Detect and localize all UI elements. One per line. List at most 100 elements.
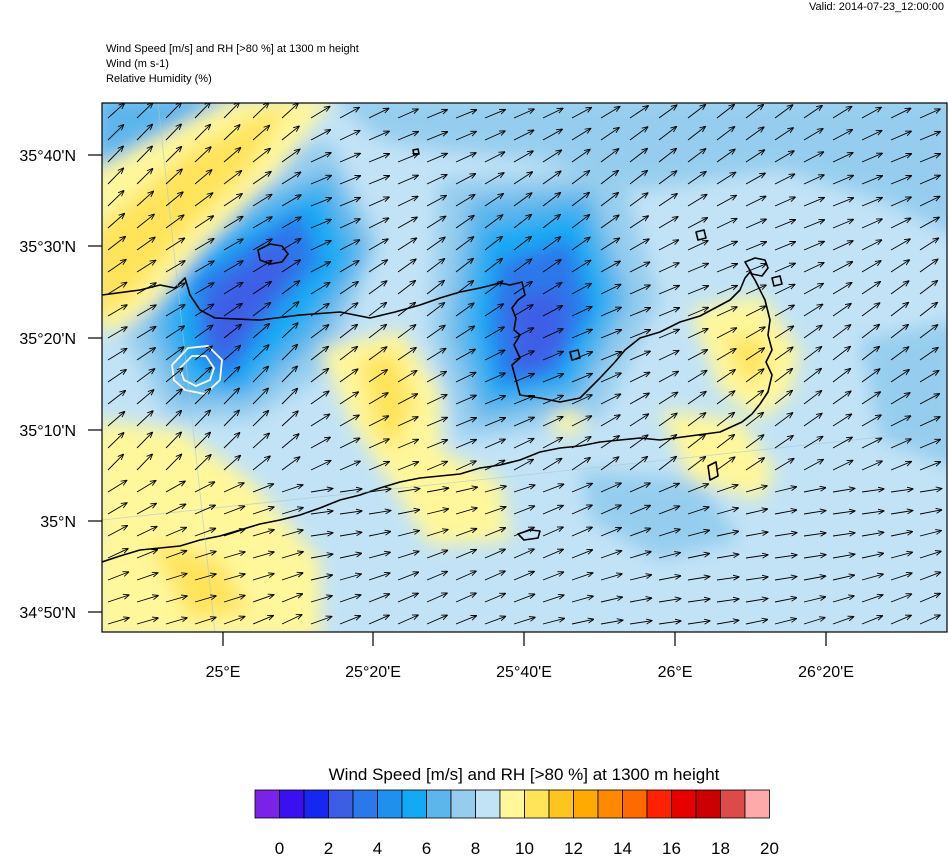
wind-arrow-62: [223, 148, 241, 163]
wind-arrow-536: [513, 506, 535, 515]
wind-arrow-39: [397, 132, 418, 141]
wind-arrow-640: [165, 596, 187, 603]
wind-arrow-184: [397, 238, 417, 251]
wind-arrow-239: [310, 283, 330, 295]
wind-arrow-392: [542, 396, 563, 405]
speed-high-southwest-inner: [150, 540, 250, 620]
colorbar-box-7: [426, 789, 452, 819]
wind-arrow-130: [513, 193, 532, 207]
wind-arrow-85: [890, 154, 911, 163]
wind-arrow-639: [136, 596, 158, 603]
wind-arrow-203: [107, 260, 126, 273]
wind-arrow-587: [310, 554, 333, 559]
wind-arrow-334: [542, 352, 563, 361]
wind-arrow-638: [107, 595, 129, 603]
graticule: [102, 103, 947, 632]
wind-arrow-125: [368, 197, 389, 207]
wind-arrow-1: [136, 103, 153, 119]
wind-arrow-152: [310, 220, 331, 229]
dia-island: [257, 243, 289, 265]
wind-arrow-415: [368, 416, 389, 427]
wind-arrow-264: [194, 304, 214, 317]
wind-arrow-72: [513, 151, 533, 163]
wind-arrow-517: [803, 488, 826, 493]
wind-arrow-279: [629, 308, 650, 317]
wind-arrow-577: [861, 532, 884, 537]
wind-arrow-270: [368, 303, 386, 317]
wind-arrow-532: [397, 510, 420, 515]
header-line-2: Wind (m s-1): [106, 58, 169, 70]
wind-arrow-516: [774, 487, 796, 493]
wind-arrow-154: [368, 218, 389, 229]
wind-arrow-295: [252, 324, 270, 339]
wind-arrow-201: [890, 239, 910, 251]
wind-arrow-375: [890, 370, 909, 383]
wind-arrow-593: [484, 549, 505, 559]
wind-arrow-584: [223, 552, 245, 559]
lat-label-1: 35°40'N: [19, 148, 76, 165]
wind-arrow-311: [716, 328, 737, 339]
wind-arrow-395: [629, 393, 649, 405]
wind-arrow-41: [455, 132, 476, 141]
wind-arrow-522: [107, 503, 127, 515]
wind-arrow-555: [223, 529, 245, 537]
wind-arrow-611: [165, 574, 187, 581]
wind-arrow-22: [745, 105, 763, 119]
wind-arrow-442: [310, 437, 330, 449]
wind-arrow-419: [484, 418, 505, 427]
wind-arrow-553: [165, 528, 186, 537]
wind-arrow-109: [745, 173, 765, 185]
wind-arrow-359: [426, 372, 446, 383]
wind-arrow-119: [194, 193, 213, 207]
wind-arrow-417: [426, 417, 447, 427]
wind-arrow-248: [571, 284, 591, 295]
wind-arrow-240: [339, 282, 358, 295]
wind-arrow-560: [368, 532, 391, 537]
colorbar-box-8: [450, 789, 476, 819]
wind-arrow-2: [165, 103, 181, 119]
wind-arrow-398: [716, 391, 735, 405]
wind-arrow-432: [861, 415, 881, 427]
wind-arrow-529: [310, 511, 333, 514]
wind-arrow-667: [107, 618, 129, 625]
wind-arrow-64: [281, 149, 300, 163]
wind-arrow-651: [484, 594, 505, 603]
wind-arrow-537: [542, 505, 563, 515]
wind-arrow-101: [513, 172, 532, 185]
wind-arrow-450: [542, 438, 562, 449]
wind-arrow-331: [455, 349, 475, 361]
wind-arrow-347: [919, 348, 938, 361]
wind-arrow-120: [223, 194, 242, 207]
wind-arrow-293: [194, 325, 213, 339]
wind-arrow-202: [919, 238, 939, 251]
wind-arrow-309: [658, 329, 679, 339]
wind-arrow-479: [542, 459, 562, 471]
wind-arrow-674: [310, 617, 332, 625]
wind-arrow-139: [774, 197, 795, 207]
wind-arrow-605: [832, 554, 855, 559]
wind-arrow-259: [890, 281, 909, 295]
wind-arrow-595: [542, 549, 563, 559]
wind-arrow-677: [397, 615, 418, 625]
wind-arrow-327: [339, 347, 357, 361]
wind-arrow-144: [919, 196, 940, 207]
wind-arrow-272: [426, 303, 445, 317]
wind-arrow-645: [310, 596, 332, 603]
wind-arrow-181: [310, 241, 331, 251]
wind-arrow-616: [310, 575, 332, 581]
wind-arrow-103: [571, 171, 590, 185]
wind-arrow-319: [107, 349, 127, 361]
wind-arrow-137: [716, 195, 736, 207]
wind-arrow-219: [571, 260, 591, 273]
wind-arrow-106: [658, 171, 677, 185]
wind-arrow-545: [774, 510, 797, 515]
wind-arrow-315: [832, 325, 851, 339]
wind-arrow-458: [774, 436, 793, 449]
wind-arrow-69: [426, 153, 447, 163]
wind-arrow-258: [861, 282, 880, 295]
wind-arrow-142: [861, 198, 882, 207]
wind-arrow-330: [426, 348, 446, 361]
wind-arrow-332: [484, 350, 505, 361]
wind-arrow-690: [774, 619, 796, 625]
wind-arrow-601: [716, 554, 739, 559]
